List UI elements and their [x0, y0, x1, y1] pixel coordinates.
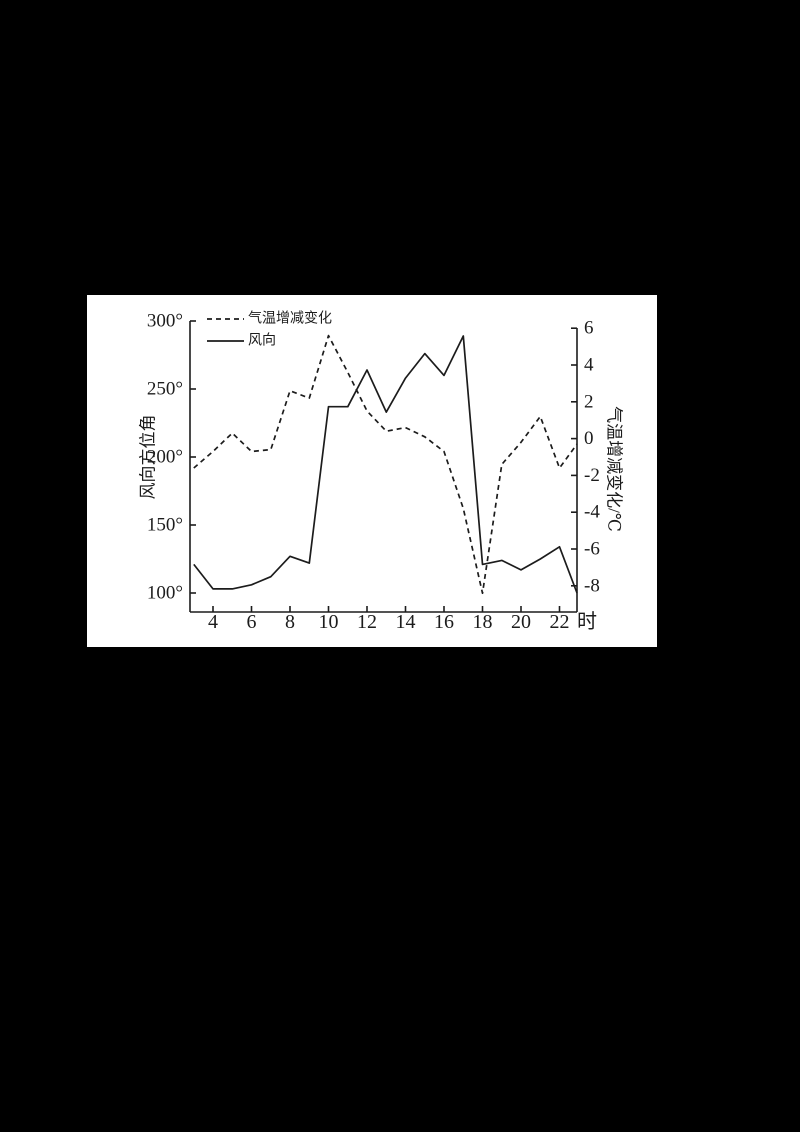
right-axis-tick-label: -2 [584, 465, 600, 486]
left-axis-tick-label: 200° [147, 447, 183, 468]
temperature-change-series-line [193, 334, 578, 595]
wind-direction-series-line [193, 335, 578, 594]
chart-svg: 气温增减变化 风向 风向方位角 气温增减变化/℃ 时 300° 250° 200° 1… [139, 311, 624, 634]
right-axis-title: 气温增减变化/℃ [605, 406, 624, 532]
right-axis-tick-label: 4 [584, 355, 594, 376]
legend-item-temperature-label: 气温增减变化 [248, 311, 332, 327]
right-axis-tick-label: 2 [584, 391, 594, 412]
left-axis-tick-label: 300° [147, 311, 183, 332]
left-axis-tick-label: 150° [147, 515, 183, 536]
left-axis-tick-label: 250° [147, 379, 183, 400]
x-axis-tick-label: 6 [247, 611, 257, 633]
chart-legend: 气温增减变化 风向 [207, 311, 332, 349]
x-axis-tick-label: 16 [434, 611, 454, 633]
left-axis-tick-label: 100° [147, 583, 183, 604]
right-axis-tick-label: 6 [584, 318, 594, 339]
right-axis-tick-label: 0 [584, 428, 594, 449]
right-axis-tick-label: -8 [584, 575, 600, 596]
x-axis-tick-label: 8 [285, 611, 295, 633]
x-axis-tick-label: 10 [319, 611, 339, 633]
legend-item-wind-label: 风向 [248, 333, 276, 349]
x-axis-tick-label: 14 [396, 611, 416, 633]
x-axis-tick-label: 12 [357, 611, 377, 633]
x-axis-unit-label: 时 [577, 610, 597, 633]
x-axis-tick-label: 22 [550, 611, 570, 633]
x-axis-tick-label: 18 [473, 611, 493, 633]
x-axis-tick-label: 20 [511, 611, 531, 633]
left-axis-title: 风向方位角 [139, 415, 158, 500]
right-axis-tick-label: -6 [584, 539, 600, 560]
chart-panel: 气温增减变化 风向 风向方位角 气温增减变化/℃ 时 300° 250° 200° 1… [87, 295, 657, 647]
x-axis-tick-label: 4 [208, 611, 218, 633]
right-axis-tick-label: -4 [584, 502, 600, 523]
